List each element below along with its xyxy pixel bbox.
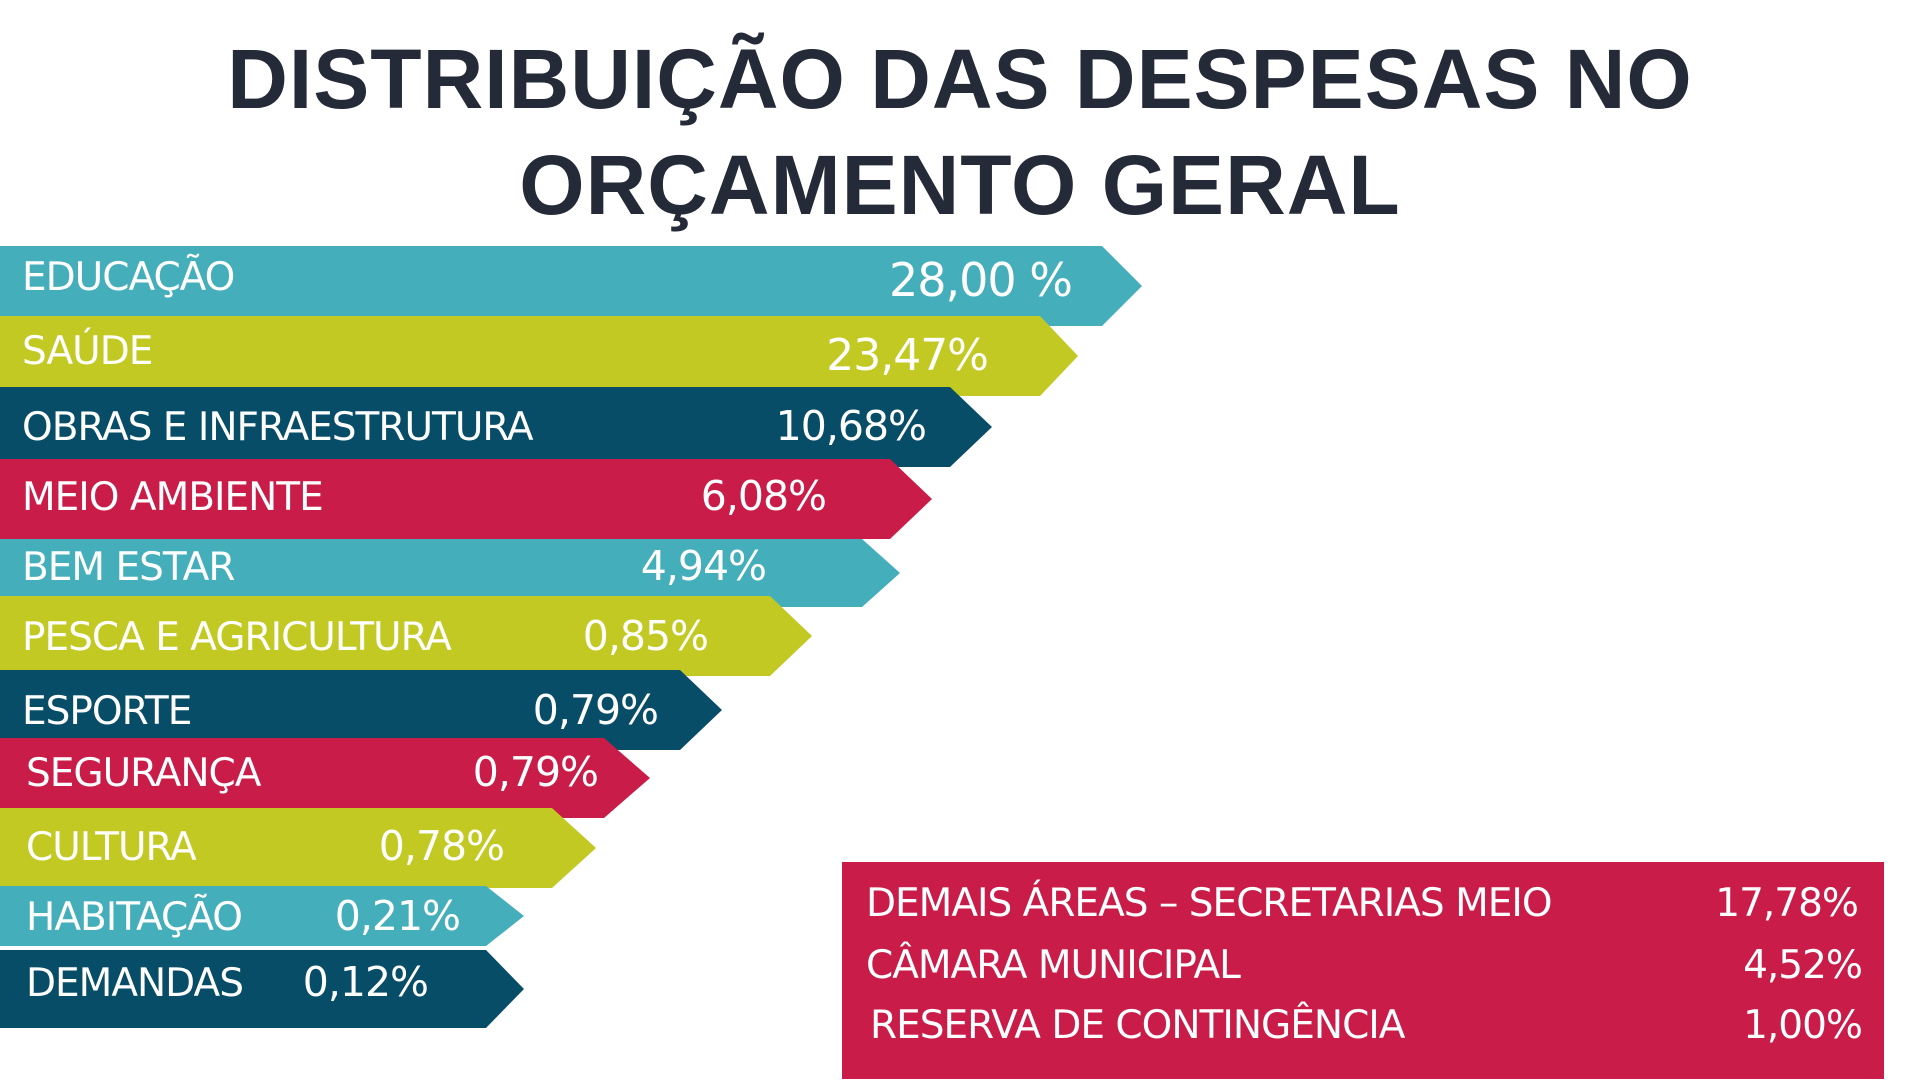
chart-title-line-2: ORÇAMENTO GERAL xyxy=(519,138,1401,232)
other-areas-value: 1,00% xyxy=(1743,1003,1863,1048)
category-label: EDUCAÇÃO xyxy=(22,253,234,300)
category-label: SAÚDE xyxy=(22,327,152,374)
other-areas-value: 17,78% xyxy=(1715,881,1859,926)
value-label: 0,79% xyxy=(473,748,598,796)
other-areas-box: DEMAIS ÁREAS – SECRETARIAS MEIO 17,78% C… xyxy=(842,862,1884,1079)
value-label: 0,85% xyxy=(583,612,708,660)
value-label: 0,78% xyxy=(379,822,504,870)
chart-title-line-1: DISTRIBUIÇÃO DAS DESPESAS NO xyxy=(227,32,1693,126)
category-label: PESCA E AGRICULTURA xyxy=(22,615,452,660)
chart-title: DISTRIBUIÇÃO DAS DESPESAS NO ORÇAMENTO G… xyxy=(0,26,1920,238)
value-label: 23,47% xyxy=(826,330,988,381)
bar-10 xyxy=(0,886,524,946)
bar-9 xyxy=(0,808,596,888)
category-label: MEIO AMBIENTE xyxy=(22,475,323,520)
value-label: 0,21% xyxy=(335,892,460,940)
category-label: SEGURANÇA xyxy=(26,751,262,796)
other-areas-row: DEMAIS ÁREAS – SECRETARIAS MEIO 17,78% xyxy=(842,874,1884,934)
other-areas-row: RESERVA DE CONTINGÊNCIA 1,00% xyxy=(842,996,1884,1056)
category-label: DEMANDAS xyxy=(26,961,243,1006)
other-areas-label: DEMAIS ÁREAS – SECRETARIAS MEIO xyxy=(866,881,1553,926)
bar-3 xyxy=(0,387,992,467)
category-label: CULTURA xyxy=(26,825,197,870)
value-label: 6,08% xyxy=(701,472,826,520)
bar-4 xyxy=(0,459,932,539)
other-areas-row: CÂMARA MUNICIPAL 4,52% xyxy=(842,936,1884,996)
category-label: OBRAS E INFRAESTRUTURA xyxy=(22,405,534,450)
bar-8 xyxy=(0,738,650,818)
category-label: ESPORTE xyxy=(22,689,191,734)
value-label: 0,79% xyxy=(533,686,658,734)
value-label: 28,00 % xyxy=(889,253,1072,307)
bar-11 xyxy=(0,950,524,1028)
other-areas-label: CÂMARA MUNICIPAL xyxy=(866,943,1241,988)
bar-1 xyxy=(0,246,1142,326)
category-label: BEM ESTAR xyxy=(22,545,234,590)
other-areas-label: RESERVA DE CONTINGÊNCIA xyxy=(870,1003,1405,1048)
bar-5 xyxy=(0,539,900,607)
value-label: 4,94% xyxy=(641,542,766,590)
value-label: 10,68% xyxy=(776,402,926,450)
bar-6 xyxy=(0,596,812,676)
bar-2 xyxy=(0,316,1078,396)
category-label: HABITAÇÃO xyxy=(26,893,242,940)
other-areas-value: 4,52% xyxy=(1743,943,1863,988)
bar-7 xyxy=(0,670,722,750)
value-label: 0,12% xyxy=(303,958,428,1006)
